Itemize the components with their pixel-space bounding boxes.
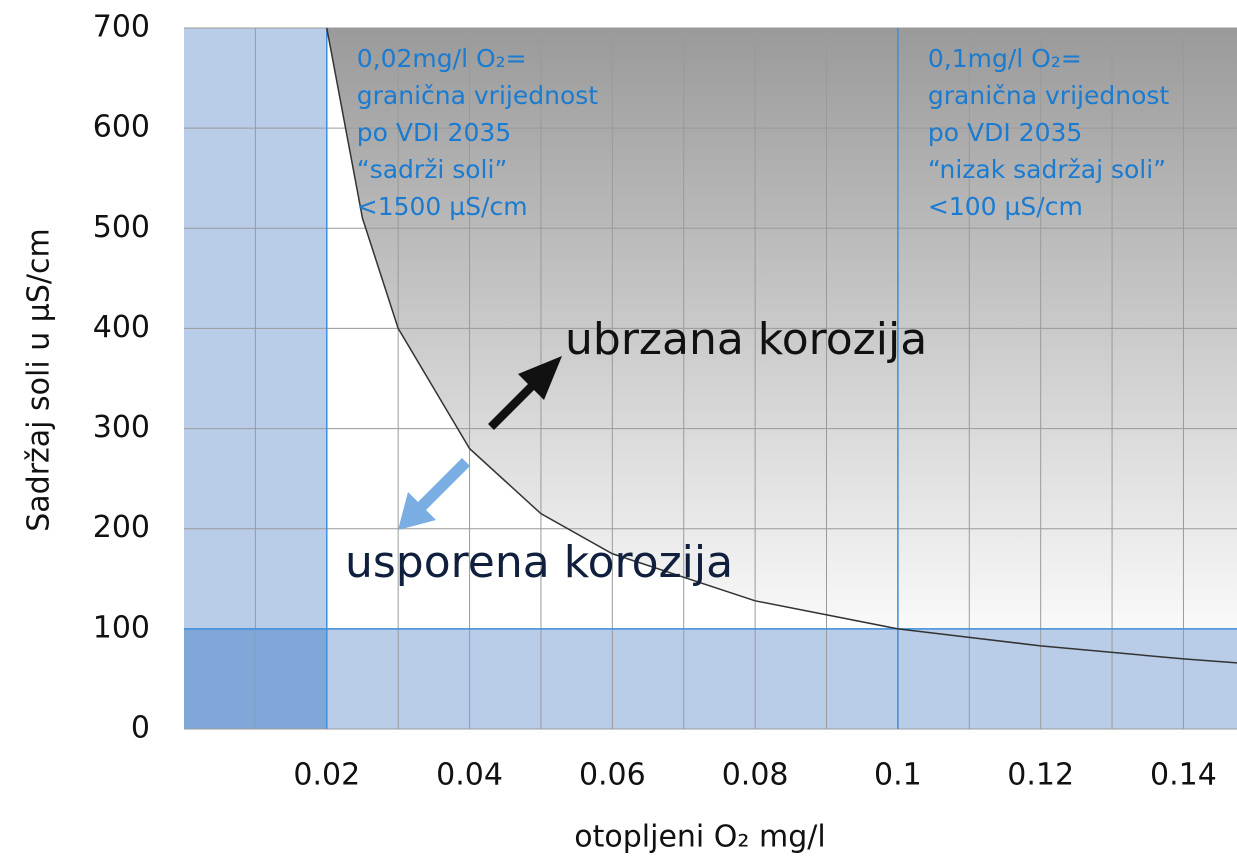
- y-tick-label: 0: [131, 711, 150, 746]
- x-tick-label: 0.06: [579, 758, 646, 793]
- annotation: 0,1mg/l O₂=: [928, 44, 1082, 73]
- limit-curve: [326, 27, 1237, 664]
- y-tick-label: 400: [93, 310, 150, 345]
- annotation: 0,02mg/l O₂=: [357, 44, 527, 73]
- corrosion-region: [326, 28, 1237, 663]
- region-label: usporena korozija: [345, 537, 733, 588]
- annotation: <1500 µS/cm: [357, 192, 528, 221]
- region-label: ubrzana korozija: [565, 314, 927, 365]
- x-tick-label: 0.12: [1007, 758, 1074, 793]
- x-tick-label: 0.1: [874, 758, 922, 793]
- annotation: granična vrijednost: [928, 81, 1169, 110]
- y-tick-label: 100: [93, 610, 150, 645]
- x-tick-label: 0.14: [1150, 758, 1217, 793]
- x-tick-label: 0.02: [293, 758, 360, 793]
- y-tick-label: 500: [93, 210, 150, 245]
- y-tick-label: 600: [93, 110, 150, 145]
- annotation: “sadrži soli”: [357, 155, 508, 184]
- annotation: “nizak sadržaj soli”: [928, 155, 1166, 184]
- limit-band-y: [184, 628, 1237, 729]
- x-tick-label: 0.08: [722, 758, 789, 793]
- arrow-down: [398, 458, 470, 530]
- arrow-up: [488, 356, 562, 430]
- annotation: po VDI 2035: [928, 118, 1082, 147]
- x-axis-label: otopljeni O₂ mg/l: [574, 820, 825, 855]
- y-axis-label: Sadržaj soli u µS/cm: [22, 228, 57, 532]
- annotation: po VDI 2035: [357, 118, 511, 147]
- annotation: granična vrijednost: [357, 81, 598, 110]
- x-tick-label: 0.04: [436, 758, 503, 793]
- y-tick-label: 200: [93, 510, 150, 545]
- annotation: <100 µS/cm: [928, 192, 1083, 221]
- y-tick-label: 300: [93, 410, 150, 445]
- y-tick-label: 700: [93, 10, 150, 45]
